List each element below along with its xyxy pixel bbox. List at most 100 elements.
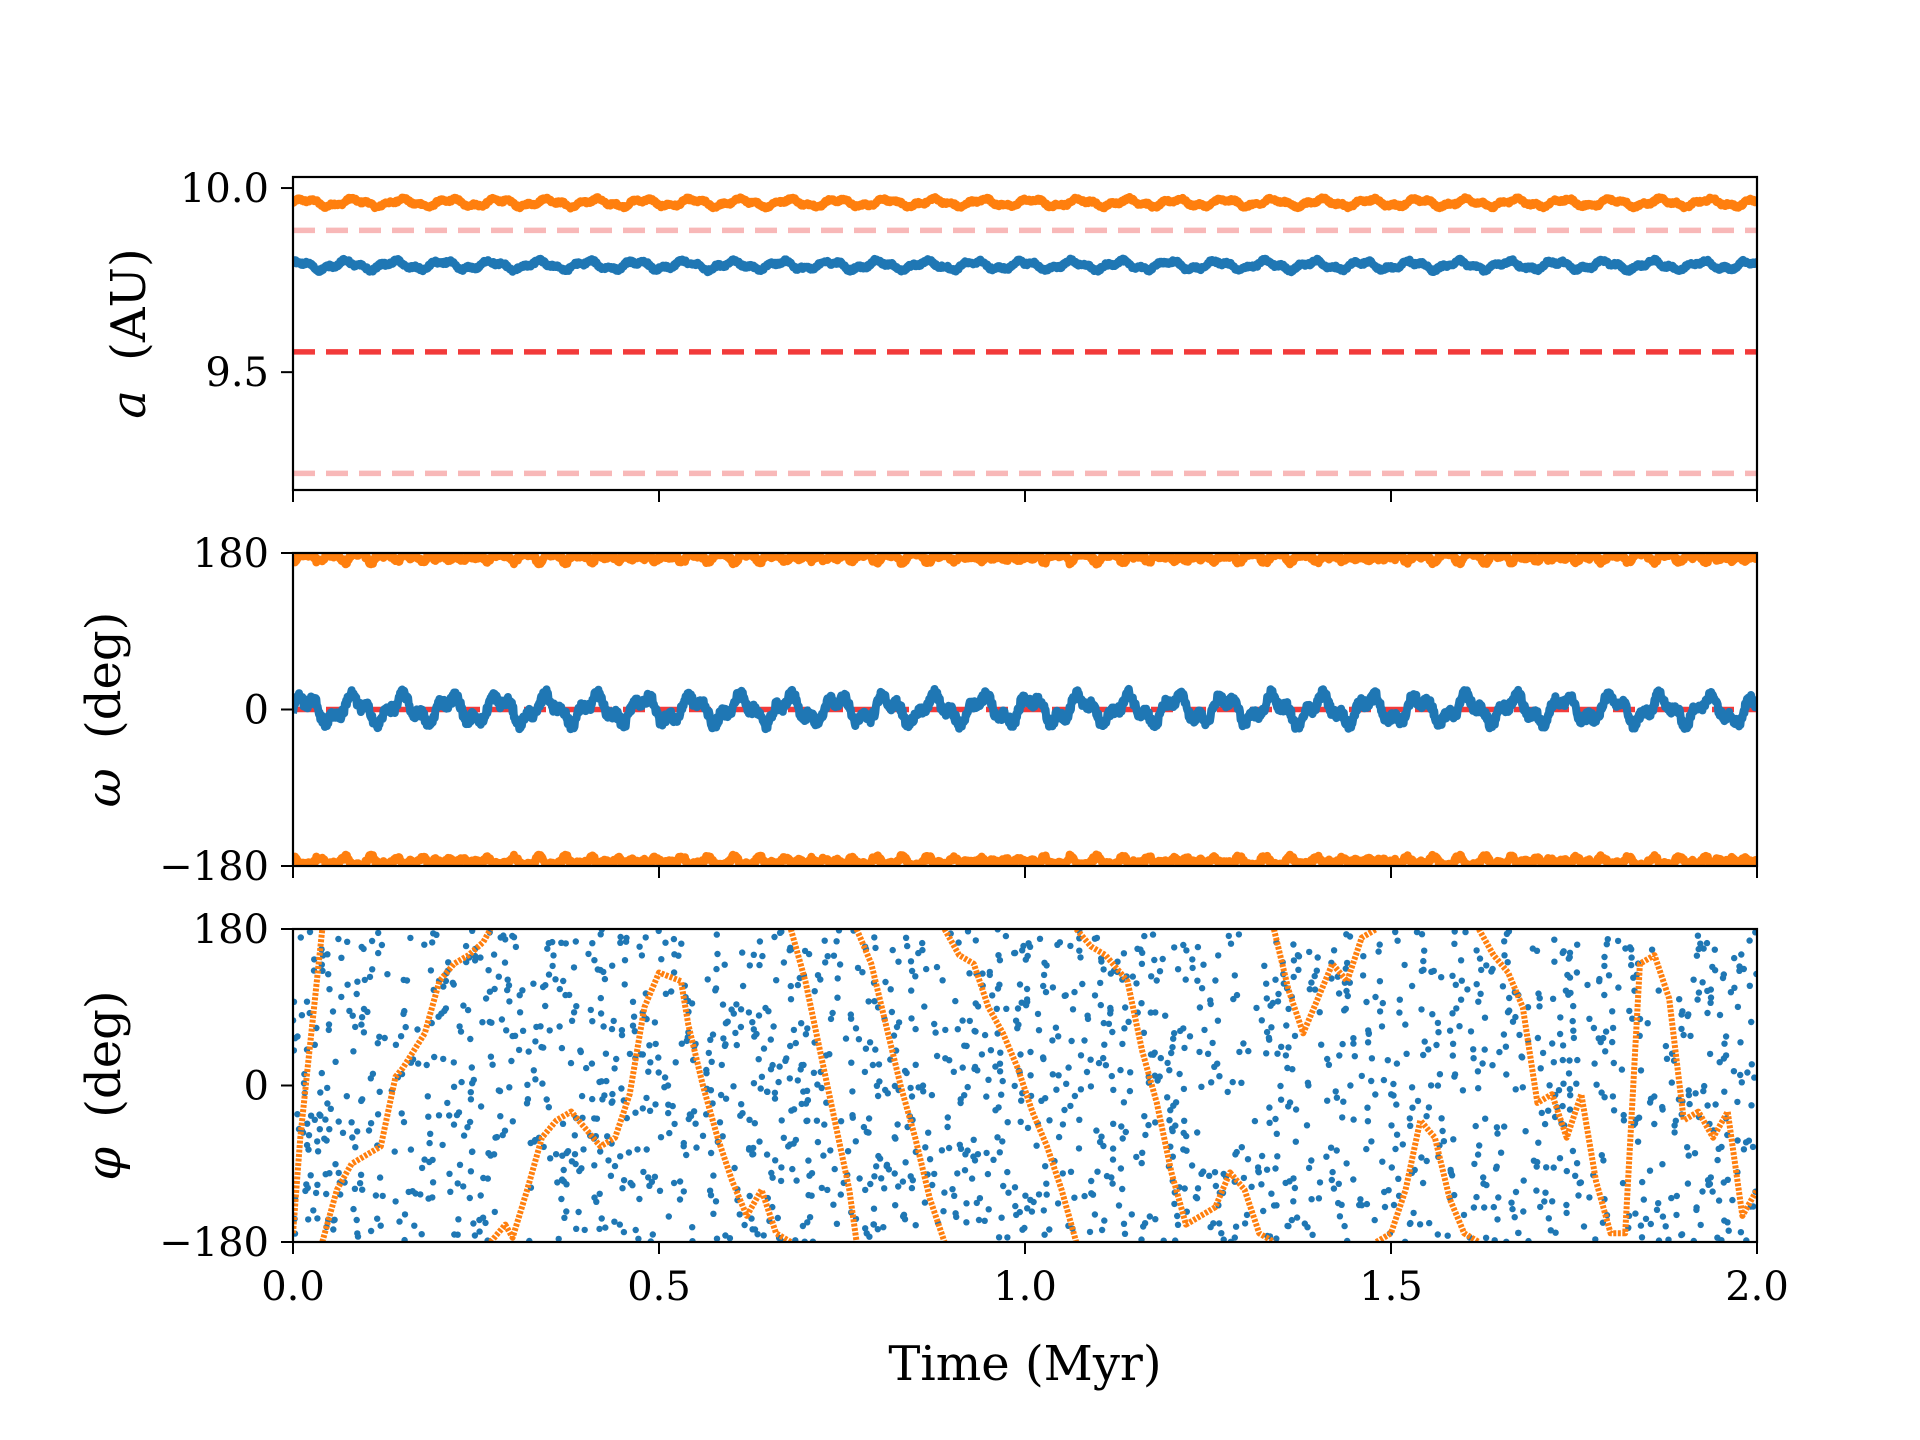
scatter-point (1452, 981, 1460, 988)
scatter-point (1376, 1008, 1384, 1015)
scatter-point (1231, 1234, 1239, 1241)
scatter-point (1566, 974, 1574, 981)
scatter-point (871, 998, 878, 1005)
scatter-point (1426, 1219, 1433, 1227)
scatter-point (1266, 1036, 1273, 1043)
scatter-point (374, 1040, 381, 1047)
scatter-point (751, 1033, 758, 1040)
scatter-point (829, 1009, 836, 1017)
scatter-point (1725, 1227, 1732, 1234)
scatter-point (1212, 1182, 1220, 1190)
scatter-point (737, 1023, 745, 1031)
scatter-point (712, 1198, 720, 1205)
scatter-point (1512, 1188, 1520, 1196)
scatter-point (392, 1041, 400, 1049)
scatter-point (933, 963, 941, 971)
scatter-point (1489, 965, 1496, 973)
scatter-point (1610, 1107, 1618, 1114)
scatter-point (1537, 1203, 1544, 1211)
scatter-point (1570, 1027, 1577, 1034)
scatter-point (1457, 957, 1465, 964)
scatter-point (643, 1146, 650, 1153)
scatter-point (512, 943, 520, 951)
scatter-point (1392, 929, 1399, 936)
x-axis-label: Time (Myr) (888, 1336, 1161, 1392)
scatter-point (401, 1211, 409, 1218)
scatter-point (1704, 1009, 1711, 1017)
scatter-point (942, 1055, 949, 1062)
scatter-point (1678, 1025, 1685, 1033)
scatter-point (1368, 1138, 1375, 1145)
scatter-point (1121, 1025, 1128, 1032)
scatter-point (1524, 1004, 1532, 1011)
scatter-point (1011, 949, 1018, 957)
scatter-point (662, 939, 669, 946)
scatter-point (460, 1183, 467, 1190)
scatter-point (1309, 1231, 1316, 1239)
scatter-point (1168, 1049, 1175, 1057)
scatter-point (353, 990, 360, 998)
scatter-point (949, 1186, 956, 1193)
scatter-point (713, 965, 720, 973)
scatter-point (1147, 1051, 1155, 1058)
scatter-point (1449, 1040, 1457, 1048)
scatter-point (1565, 1070, 1573, 1077)
scatter-point (335, 1118, 342, 1125)
scatter-point (821, 1121, 828, 1128)
scatter-point (467, 1168, 475, 1175)
scatter-point (1479, 1060, 1486, 1067)
scatter-point (804, 1025, 811, 1032)
scatter-point (381, 1034, 388, 1042)
scatter-point (1040, 1055, 1047, 1063)
scatter-point (1339, 1114, 1346, 1121)
scatter-point (596, 1190, 603, 1198)
scatter-point (451, 1231, 458, 1238)
scatter-point (1535, 1139, 1542, 1146)
scatter-point (1180, 1146, 1187, 1153)
scatter-point (1731, 984, 1738, 991)
scatter-point (560, 977, 567, 985)
scatter-point (1119, 1040, 1126, 1048)
scatter-point (1174, 1212, 1181, 1220)
scatter-point (354, 978, 361, 985)
scatter-point (996, 1149, 1003, 1156)
scatter-point (1546, 1082, 1553, 1089)
scatter-point (1570, 1002, 1577, 1010)
scatter-point (505, 982, 513, 989)
scatter-point (360, 945, 367, 953)
scatter-point (739, 949, 746, 956)
scatter-point (1071, 988, 1078, 996)
scatter-point (1506, 994, 1513, 1002)
scatter-point (1004, 1234, 1011, 1241)
scatter-point (1734, 1137, 1741, 1144)
scatter-point (1258, 1017, 1266, 1024)
scatter-point (455, 1216, 462, 1223)
scatter-point (887, 986, 894, 993)
scatter-point (1615, 984, 1622, 991)
scatter-point (294, 1111, 301, 1118)
scatter-point (1273, 1202, 1280, 1209)
scatter-point (1235, 931, 1243, 938)
scatter-point (1481, 1204, 1488, 1211)
scatter-point (293, 1035, 299, 1042)
scatter-point (737, 1112, 744, 1119)
scatter-point (736, 1211, 743, 1218)
scatter-point (645, 1174, 652, 1181)
scatter-point (1597, 1038, 1604, 1046)
scatter-point (1311, 972, 1318, 980)
scatter-point (964, 929, 972, 935)
scatter-point (640, 1168, 647, 1176)
scatter-point (305, 1216, 312, 1223)
scatter-point (655, 1054, 662, 1061)
scatter-point (646, 1042, 653, 1049)
scatter-point (912, 973, 919, 980)
scatter-point (1541, 1120, 1549, 1128)
scatter-point (322, 1116, 329, 1123)
scatter-point (372, 1192, 380, 1199)
plot-area-semi-major-axis (293, 193, 1757, 477)
scatter-point (1181, 1044, 1188, 1052)
scatter-point (354, 1233, 362, 1240)
scatter-point (1653, 1206, 1661, 1214)
panel-resonant-angle: 0.0 0.5 1.0 1.5 2.0 −180 0 180 φ (deg) Time (My… (76, 907, 1789, 1392)
scatter-point (733, 1001, 740, 1008)
